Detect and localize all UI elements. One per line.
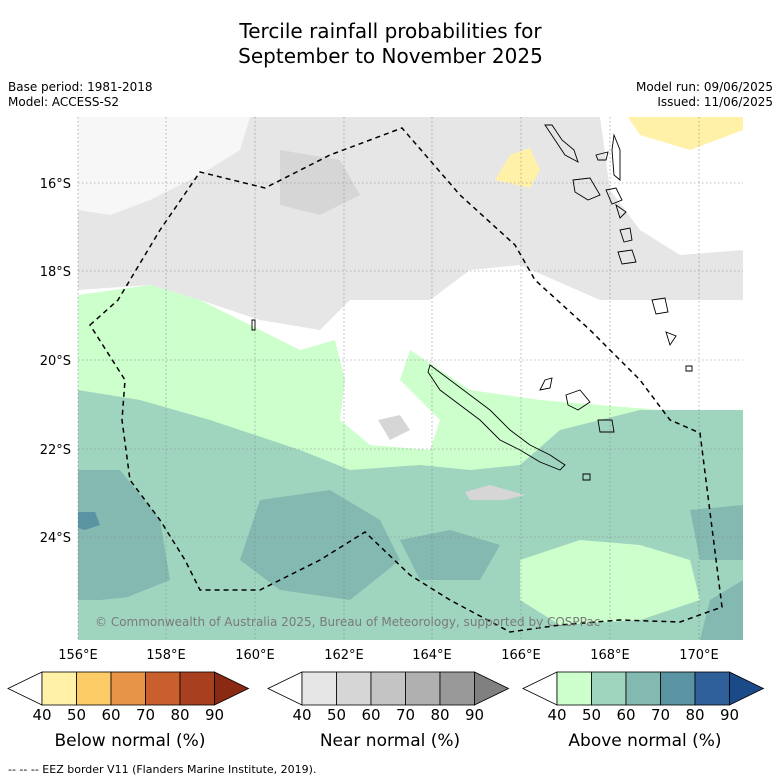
- colorbar-tick-label: 40: [547, 706, 566, 724]
- lat-label: 20°S: [40, 354, 71, 369]
- colorbar-tick-label: 60: [616, 706, 635, 724]
- colorbar-segment: [556, 671, 592, 706]
- colorbar-tick-label: 60: [101, 706, 120, 724]
- longitude-labels: 156°E 158°E 160°E 162°E 164°E 166°E 168°…: [58, 648, 719, 663]
- colorbar-tick-label: 90: [205, 706, 224, 724]
- lon-label: 168°E: [590, 648, 630, 663]
- meta-right: Model run: 09/06/2025 Issued: 11/06/2025: [636, 80, 773, 110]
- colorbar-segment: [370, 671, 406, 706]
- lat-label: 22°S: [40, 443, 71, 458]
- lon-label: 158°E: [146, 648, 186, 663]
- lon-label: 156°E: [58, 648, 98, 663]
- title-line-1: Tercile rainfall probabilities for: [239, 19, 542, 43]
- colorbar-near-normal: 40 50 60 70 80 90: [267, 671, 510, 724]
- colorbar-tick-label: 80: [685, 706, 704, 724]
- colorbar-extend-low: [7, 671, 43, 706]
- issued-date: Issued: 11/06/2025: [657, 95, 773, 109]
- lat-label: 18°S: [40, 265, 71, 280]
- colorbar-segment: [405, 671, 441, 706]
- colorbar-extend-low: [522, 671, 558, 706]
- base-period: Base period: 1981-2018: [8, 80, 153, 94]
- colorbar-tick-label: 50: [67, 706, 86, 724]
- colorbar-tick-label: 40: [292, 706, 311, 724]
- graticule: [77, 117, 743, 640]
- colorbar-segment: [694, 671, 730, 706]
- colorbar-segment: [179, 671, 215, 706]
- eez-footnote: -- -- -- EEZ border V11 (Flanders Marine…: [8, 763, 317, 776]
- lon-label: 170°E: [679, 648, 719, 663]
- title-line-2: September to November 2025: [238, 44, 543, 68]
- colorbar-segment: [336, 671, 372, 706]
- colorbar-extend-high: [214, 671, 250, 706]
- colorbar-tick-label: 80: [430, 706, 449, 724]
- colorbar-tick-label: 70: [651, 706, 670, 724]
- colorbar-tick-label: 70: [396, 706, 415, 724]
- colorbar-tick-label: 80: [170, 706, 189, 724]
- meta-left: Base period: 1981-2018 Model: ACCESS-S2: [8, 80, 153, 110]
- colorbar-segment: [660, 671, 696, 706]
- colorbar-segment: [439, 671, 475, 706]
- colorbar-segment: [145, 671, 181, 706]
- eez-border: [89, 127, 723, 633]
- model-name: Model: ACCESS-S2: [8, 95, 120, 109]
- colorbar-segment: [591, 671, 627, 706]
- map-title: Tercile rainfall probabilities for Septe…: [0, 19, 781, 69]
- colorbar-tick-label: 50: [327, 706, 346, 724]
- lon-label: 162°E: [324, 648, 364, 663]
- vanuatu-coast: [544, 124, 579, 163]
- colorbar-segment: [110, 671, 146, 706]
- colorbar-extend-low: [267, 671, 303, 706]
- lat-label: 24°S: [40, 531, 71, 546]
- lon-label: 164°E: [412, 648, 452, 663]
- lon-label: 166°E: [501, 648, 541, 663]
- colorbar-tick-label: 60: [361, 706, 380, 724]
- colorbar-below-normal: 40 50 60 70 80 90: [7, 671, 250, 724]
- colorbar-segment: [41, 671, 77, 706]
- model-run: Model run: 09/06/2025: [635, 80, 773, 94]
- new-caledonia-coast: [427, 364, 566, 471]
- colorbar-label-above: Above normal (%): [568, 731, 722, 751]
- colorbar-segment: [301, 671, 337, 706]
- coastlines: [251, 124, 693, 481]
- colorbar-above-normal: 40 50 60 70 80 90: [522, 671, 765, 724]
- colorbar-tick-label: 40: [32, 706, 51, 724]
- colorbar-label-below: Below normal (%): [54, 731, 206, 751]
- colorbar-segment: [625, 671, 661, 706]
- colorbar-label-near: Near normal (%): [319, 731, 461, 751]
- map-copyright: © Commonwealth of Australia 2025, Bureau…: [95, 615, 600, 629]
- probability-fields: [78, 117, 743, 640]
- colorbar-extend-high: [474, 671, 510, 706]
- lat-label: 16°S: [40, 177, 71, 192]
- latitude-labels: 16°S 18°S 20°S 22°S 24°S: [40, 177, 71, 546]
- colorbar-segment: [76, 671, 112, 706]
- lon-label: 160°E: [235, 648, 275, 663]
- colorbar-tick-label: 50: [582, 706, 601, 724]
- colorbar-tick-label: 90: [720, 706, 739, 724]
- colorbar-tick-label: 90: [465, 706, 484, 724]
- colorbar-tick-label: 70: [136, 706, 155, 724]
- colorbar-extend-high: [729, 671, 765, 706]
